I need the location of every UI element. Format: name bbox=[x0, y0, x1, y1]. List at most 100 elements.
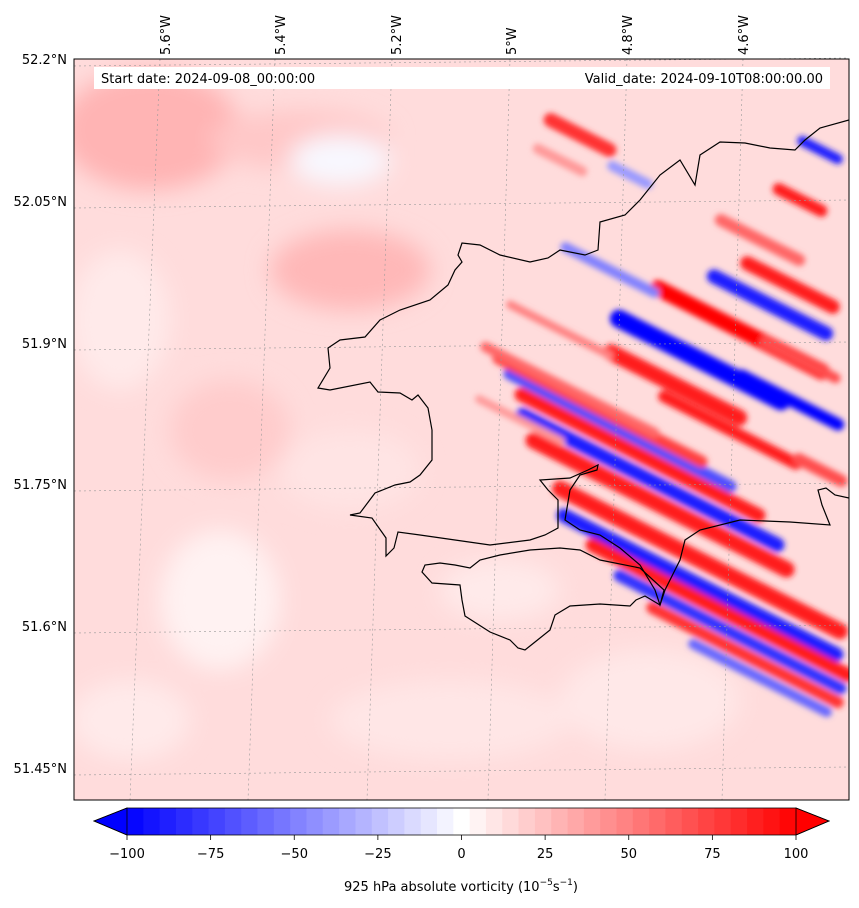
vorticity-band bbox=[613, 569, 847, 695]
vorticity-band bbox=[658, 390, 802, 470]
colorbar-cell bbox=[159, 808, 177, 835]
colorbar-cell bbox=[567, 808, 585, 835]
colorbar-tick-label: −75 bbox=[197, 847, 224, 862]
colorbar-cell bbox=[208, 808, 226, 835]
vorticity-band bbox=[646, 601, 844, 709]
vorticity-band bbox=[735, 369, 845, 431]
vorticity-band bbox=[480, 341, 660, 439]
vorticity-band bbox=[515, 408, 785, 552]
colorbar-tick-label: 50 bbox=[620, 847, 637, 862]
colorbar-cell bbox=[224, 808, 242, 835]
colorbar-cell bbox=[534, 808, 552, 835]
colorbar-label: 925 hPa absolute vorticity (10−5s−1) bbox=[344, 878, 578, 895]
vorticity-wave-bands bbox=[475, 113, 849, 718]
map-panel: Start date: 2024-09-08_00:00:00 Valid_da… bbox=[14, 15, 850, 801]
vorticity-band bbox=[792, 453, 848, 487]
lon-label-4.6W: 4.6°W bbox=[737, 15, 752, 55]
vorticity-band bbox=[503, 367, 737, 493]
colorbar-cell bbox=[290, 808, 307, 835]
colorbar-cell bbox=[257, 808, 275, 835]
colorbar-cell bbox=[127, 808, 144, 835]
lat-label-51.9N: 51.9°N bbox=[22, 337, 67, 352]
vorticity-band bbox=[585, 538, 849, 682]
colorbar-cell bbox=[763, 808, 781, 835]
lat-label-52.05N: 52.05°N bbox=[14, 195, 67, 210]
colorbar-cell bbox=[273, 808, 291, 835]
colorbar-cell bbox=[730, 808, 748, 835]
colorbar-cell bbox=[747, 808, 764, 835]
colorbar-cell bbox=[649, 808, 666, 835]
colorbar-min-extend bbox=[92, 807, 128, 836]
colorbar-cell bbox=[583, 808, 601, 835]
lat-label-51.75N: 51.75°N bbox=[14, 478, 67, 493]
colorbar-cell bbox=[371, 808, 389, 835]
vorticity-band bbox=[688, 638, 832, 718]
colorbar-cell bbox=[143, 808, 161, 835]
colorbar-tick-label: 75 bbox=[704, 847, 721, 862]
lon-label-4.8W: 4.8°W bbox=[621, 15, 636, 55]
colorbar-cell bbox=[779, 808, 797, 835]
colorbar-cell bbox=[665, 808, 683, 835]
vorticity-band bbox=[706, 269, 834, 341]
vorticity-band bbox=[514, 387, 766, 523]
colorbar-tick-label: −50 bbox=[281, 847, 308, 862]
colorbar-cell bbox=[306, 808, 324, 835]
colorbar-cell bbox=[518, 808, 536, 835]
colorbar-tick-label: 25 bbox=[537, 847, 554, 862]
colorbar-cell bbox=[502, 808, 520, 835]
vorticity-band bbox=[543, 113, 617, 157]
colorbar-cell bbox=[192, 808, 209, 835]
colorbar-cell bbox=[420, 808, 438, 835]
vorticity-band bbox=[506, 300, 614, 360]
colorbar-tick-label: −25 bbox=[364, 847, 391, 862]
colorbar-tick-label: 100 bbox=[784, 847, 809, 862]
coastline bbox=[317, 119, 849, 651]
vorticity-band bbox=[797, 135, 843, 165]
colorbar-cell bbox=[681, 808, 699, 835]
lat-label-52.2N: 52.2°N bbox=[22, 53, 67, 68]
vorticity-band bbox=[609, 309, 791, 411]
colorbar-cell bbox=[437, 808, 454, 835]
background-vorticity-patches bbox=[74, 70, 740, 760]
colorbar-cell bbox=[453, 808, 471, 835]
colorbar-cell bbox=[388, 808, 405, 835]
colorbar-cell bbox=[355, 808, 373, 835]
colorbar-tick-label: 0 bbox=[457, 847, 465, 862]
colorbar-cell bbox=[339, 808, 356, 835]
valid-date-label: Valid_date: 2024-09-10T08:00:00.00 bbox=[585, 72, 823, 87]
colorbar-ticks: −100 −75 −50 −25 0 25 50 75 100 bbox=[109, 835, 808, 862]
vorticity-band bbox=[475, 395, 565, 445]
vorticity-band bbox=[532, 143, 588, 177]
lat-label-51.6N: 51.6°N bbox=[22, 620, 67, 635]
colorbar-cell bbox=[175, 808, 193, 835]
vorticity-band bbox=[602, 344, 748, 426]
colorbar-cell bbox=[469, 808, 487, 835]
colorbar-cell bbox=[698, 808, 715, 835]
colorbar-cell bbox=[551, 808, 568, 835]
vorticity-band bbox=[552, 480, 848, 640]
latitude-labels: 52.2°N 52.05°N 51.9°N 51.75°N 51.6°N 51.… bbox=[14, 53, 67, 777]
vorticity-band bbox=[556, 508, 844, 662]
colorbar-cell bbox=[485, 808, 503, 835]
vorticity-field bbox=[74, 59, 849, 800]
vorticity-band bbox=[714, 214, 806, 266]
colorbar-cell bbox=[241, 808, 258, 835]
vorticity-band bbox=[607, 160, 653, 190]
colorbar: −100 −75 −50 −25 0 25 50 75 100 925 hPa absolute… bbox=[92, 807, 831, 895]
map-frame bbox=[73, 58, 850, 801]
vorticity-band bbox=[740, 256, 840, 314]
colorbar-cell bbox=[600, 808, 617, 835]
vorticity-band bbox=[525, 432, 795, 578]
colorbar-cells bbox=[127, 808, 797, 835]
colorbar-cell bbox=[322, 808, 340, 835]
lat-label-51.45N: 51.45°N bbox=[14, 762, 67, 777]
longitude-labels: 5.6°W 5.4°W 5.2°W 5°W 4.8°W 4.6°W bbox=[159, 15, 752, 55]
vorticity-band bbox=[772, 183, 828, 217]
lon-label-5.4W: 5.4°W bbox=[274, 15, 289, 55]
annotation-background bbox=[94, 67, 830, 89]
lon-label-5W: 5°W bbox=[505, 27, 520, 55]
colorbar-cell bbox=[616, 808, 634, 835]
start-date-label: Start date: 2024-09-08_00:00:00 bbox=[101, 72, 315, 87]
colorbar-cell bbox=[714, 808, 732, 835]
